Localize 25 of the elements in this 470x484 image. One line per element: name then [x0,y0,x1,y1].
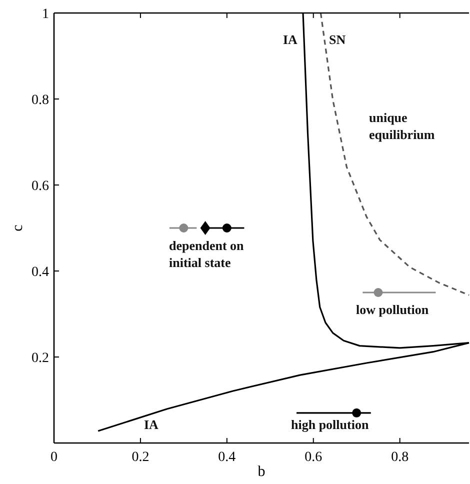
point [352,408,362,418]
point [179,224,188,232]
point [222,224,232,232]
y-axis-title: c [10,224,26,232]
x-tick-label: 0.8 [391,450,409,465]
x-tick-label: 0 [50,450,58,465]
annotation: low pollution [356,302,430,317]
annotation: dependent on initial state [169,238,245,270]
annotation: IA [144,417,160,432]
point [374,288,383,297]
point [200,221,210,235]
annotation: high pollution [291,417,370,432]
x-axis-title: b [258,464,266,480]
annotation: IA [283,32,298,47]
line-series [320,12,470,296]
y-tick-label: 0.8 [32,93,49,108]
y-tick-label: 1 [42,7,49,22]
y-tick-label: 0.6 [32,179,49,194]
annotation: SN [329,32,346,47]
annotation: unique equilibrium [369,110,435,142]
y-tick-label: 0.2 [32,351,49,366]
x-tick-label: 0.6 [304,450,322,465]
y-tick-label: 0.4 [32,265,49,280]
x-tick-label: 0.2 [132,450,150,465]
x-tick-label: 0.4 [218,450,236,465]
